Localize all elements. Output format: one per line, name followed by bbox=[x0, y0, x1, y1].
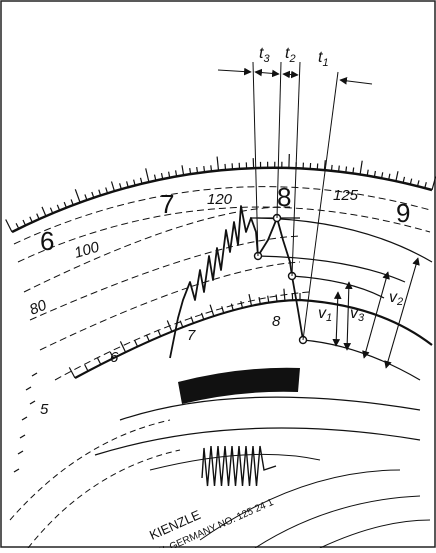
lower-arc-2 bbox=[95, 428, 420, 455]
tick-mark bbox=[231, 304, 233, 311]
tick-mark bbox=[241, 301, 243, 308]
tick-mark bbox=[346, 167, 347, 173]
tick-mark bbox=[22, 417, 27, 420]
tick-mark bbox=[202, 313, 204, 320]
speed-label-120: 120 bbox=[207, 191, 233, 208]
tick-mark bbox=[26, 387, 31, 390]
inner-label-5: 5 bbox=[40, 401, 49, 418]
tick-mark bbox=[332, 165, 333, 171]
tick-mark bbox=[197, 167, 198, 173]
time-interval-arrows bbox=[218, 70, 372, 84]
tick-mark bbox=[284, 289, 285, 301]
tick-mark bbox=[75, 189, 80, 202]
tick-mark bbox=[30, 401, 35, 404]
inner-label-7: 7 bbox=[187, 327, 196, 344]
tick-mark bbox=[85, 365, 88, 371]
hour-label-7: 7 bbox=[160, 189, 174, 219]
hour-label-9: 9 bbox=[396, 198, 410, 228]
tick-mark bbox=[211, 165, 212, 171]
tick-mark bbox=[158, 330, 161, 337]
label-v2: v2 bbox=[389, 289, 403, 308]
tick-mark bbox=[14, 469, 19, 472]
tick-mark bbox=[135, 340, 138, 346]
tick-mark bbox=[210, 305, 214, 316]
tick-mark bbox=[222, 306, 224, 313]
label-v3: v3 bbox=[350, 305, 365, 324]
tick-mark bbox=[182, 165, 184, 175]
tick-mark bbox=[225, 164, 226, 170]
tick-mark bbox=[146, 168, 149, 182]
tick-mark bbox=[98, 358, 101, 364]
tick-mark bbox=[191, 317, 193, 324]
tick-mark bbox=[69, 367, 75, 378]
label-t2: t2 bbox=[285, 45, 296, 65]
tick-mark bbox=[360, 161, 362, 175]
inner-label-8: 8 bbox=[272, 313, 281, 330]
tick-mark bbox=[204, 166, 205, 172]
tick-mark bbox=[146, 335, 149, 341]
tick-mark bbox=[6, 220, 12, 233]
inner-scale-arc bbox=[75, 300, 432, 378]
tick-mark bbox=[30, 217, 33, 222]
speed-label-125: 125 bbox=[333, 187, 359, 204]
tick-mark bbox=[249, 294, 252, 306]
speed-band-arcs bbox=[14, 187, 430, 380]
tick-mark bbox=[16, 223, 19, 228]
tick-mark bbox=[20, 435, 25, 438]
lower-zigzag-trace bbox=[202, 446, 276, 486]
tick-mark bbox=[120, 341, 125, 352]
tick-mark bbox=[217, 157, 218, 171]
lower-arc-1 bbox=[120, 397, 420, 420]
label-t3: t3 bbox=[259, 45, 270, 65]
label-t1: t1 bbox=[318, 49, 329, 69]
tick-mark bbox=[32, 373, 37, 376]
label-v1: v1 bbox=[318, 305, 332, 324]
inner-label-6: 6 bbox=[110, 349, 119, 366]
velocity-arrows bbox=[336, 258, 418, 368]
tick-mark bbox=[396, 171, 398, 181]
hour-label-6: 6 bbox=[40, 226, 54, 256]
tick-mark bbox=[37, 214, 39, 220]
tick-mark bbox=[18, 451, 23, 454]
tick-mark bbox=[42, 207, 46, 216]
tick-mark bbox=[180, 321, 183, 328]
tick-mark bbox=[112, 182, 115, 192]
tick-mark bbox=[339, 166, 340, 172]
tick-mark bbox=[259, 297, 260, 304]
tick-mark bbox=[23, 220, 26, 225]
tick-mark bbox=[353, 168, 354, 174]
tick-mark bbox=[268, 296, 269, 303]
speed-label-80: 80 bbox=[27, 296, 49, 318]
hour-label-8: 8 bbox=[277, 182, 291, 212]
left-tick-column bbox=[14, 373, 37, 472]
